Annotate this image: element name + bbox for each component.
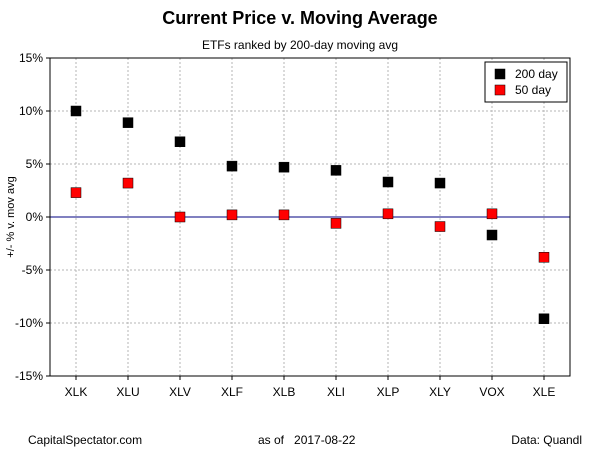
legend-box: [484, 61, 568, 103]
point-50-day-XLF: [226, 209, 238, 221]
point-50-day-XLY: [434, 221, 446, 232]
point-50-day-XLE: [538, 252, 550, 263]
footer-source: CapitalSpectator.com: [28, 433, 143, 447]
point-200-day-XLV: [174, 136, 186, 147]
y-tick-label: -15%: [15, 369, 43, 383]
y-tick-label: -5%: [22, 263, 44, 277]
x-tick-label: XLE: [533, 385, 556, 399]
legend-swatch-200-day: [494, 68, 506, 80]
y-tick-label: 0%: [26, 210, 44, 224]
point-200-day-XLU: [122, 117, 134, 128]
x-tick-label: XLV: [169, 385, 191, 399]
y-tick-label: 5%: [26, 157, 44, 171]
x-tick-label: XLB: [273, 385, 296, 399]
point-200-day-XLK: [70, 105, 82, 117]
footer-asof-label: as of: [258, 433, 285, 447]
point-50-day-XLK: [70, 187, 82, 198]
point-50-day-XLV: [174, 211, 186, 223]
x-tick-label: XLP: [377, 385, 400, 399]
footer-data-credit: Data: Quandl: [511, 433, 582, 447]
point-200-day-XLE: [538, 313, 550, 325]
y-axis-label: +/- % v. mov avg: [5, 176, 17, 257]
legend-swatch-50-day: [494, 84, 506, 96]
legend-label-200-day: 200 day: [515, 67, 558, 81]
y-tick-label: 15%: [19, 51, 43, 65]
x-tick-label: VOX: [479, 385, 504, 399]
x-tick-label: XLU: [116, 385, 139, 399]
point-200-day-XLP: [382, 176, 394, 188]
y-tick-label: 10%: [19, 104, 43, 118]
legend-label-50-day: 50 day: [515, 83, 551, 97]
plot-frame: [49, 57, 571, 377]
x-tick-label: XLK: [65, 385, 88, 399]
x-tick-label: XLI: [327, 385, 345, 399]
chart-subtitle: ETFs ranked by 200-day moving avg: [201, 38, 399, 52]
point-200-day-XLI: [330, 165, 342, 176]
point-50-day-XLP: [382, 208, 394, 220]
point-50-day-XLB: [278, 209, 290, 221]
x-tick-label: XLY: [429, 385, 451, 399]
y-tick-label: -10%: [15, 316, 43, 330]
point-200-day-XLB: [278, 161, 290, 173]
point-200-day-XLY: [434, 177, 446, 189]
point-50-day-XLU: [122, 177, 134, 189]
point-200-day-VOX: [486, 229, 498, 241]
footer-asof: as of 2017-08-22: [258, 433, 355, 447]
point-50-day-XLI: [330, 218, 342, 229]
point-50-day-VOX: [486, 208, 498, 220]
point-200-day-XLF: [226, 160, 238, 172]
x-tick-label: XLF: [221, 385, 243, 399]
chart-title: Current Price v. Moving Average: [162, 8, 438, 28]
footer-asof-date: 2017-08-22: [294, 433, 356, 447]
